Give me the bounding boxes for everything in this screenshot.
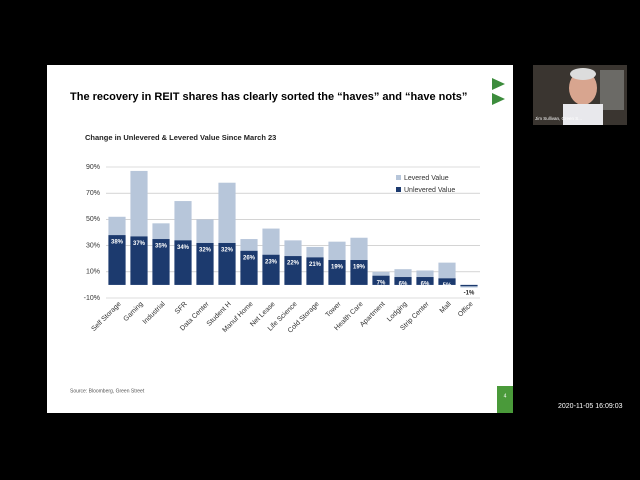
data-label: 26% [243, 255, 256, 261]
bar [284, 256, 302, 285]
y-tick-label: 90% [86, 164, 100, 171]
bar [394, 277, 412, 285]
bar [130, 236, 148, 285]
data-label: 21% [309, 262, 322, 268]
bar [262, 254, 280, 285]
data-label: 19% [331, 265, 344, 271]
page-number: 4 [504, 393, 507, 399]
logo [492, 93, 505, 105]
data-label: -1% [464, 290, 475, 296]
legend-label: Unlevered Value [404, 187, 455, 194]
y-tick-label: 50% [86, 216, 100, 223]
bar [328, 260, 346, 285]
data-label: 35% [155, 244, 168, 250]
bar [240, 250, 258, 285]
bar [196, 242, 214, 285]
data-label: 6% [421, 282, 430, 288]
participant-name: Jim Sullivan, Green S... [535, 116, 582, 121]
logo [492, 78, 505, 90]
data-label: 34% [177, 245, 190, 251]
data-label: 32% [199, 248, 212, 254]
video-window [600, 70, 624, 110]
legend-swatch [396, 187, 401, 192]
legend-swatch [396, 175, 401, 180]
data-label: 22% [287, 261, 300, 267]
bar [416, 277, 434, 285]
bar [306, 257, 324, 285]
timestamp: 2020-11-05 16:09:03 [558, 403, 623, 410]
data-label: 19% [353, 265, 366, 271]
y-tick-label: 70% [86, 190, 100, 197]
bar [372, 275, 390, 285]
data-label: 6% [399, 282, 408, 288]
source: Source: Bloomberg, Green Street [70, 388, 145, 394]
slide-title: The recovery in REIT shares has clearly … [70, 91, 467, 103]
y-tick-label: -10% [84, 295, 100, 302]
data-label: 23% [265, 259, 278, 265]
chart: -10% 10% 30% 50% 70% 90% 38% 37% 35% 34% 32% 32% 26%… [84, 164, 480, 335]
data-label: 5% [443, 283, 452, 289]
video-person [569, 71, 597, 105]
data-label: 38% [111, 240, 124, 246]
data-label: 7% [377, 280, 386, 286]
chart-title: Change in Unlevered & Levered Value Sinc… [85, 133, 276, 142]
bar [108, 235, 126, 285]
video-person [563, 104, 603, 125]
bar [460, 284, 478, 287]
legend-label: Levered Value [404, 175, 449, 182]
video-person [570, 68, 596, 80]
bar [152, 239, 170, 285]
y-tick-label: 30% [86, 242, 100, 249]
data-label: 32% [221, 248, 234, 254]
data-label: 37% [133, 241, 146, 247]
y-tick-label: 10% [86, 269, 100, 276]
bar [218, 242, 236, 285]
bar [438, 278, 456, 285]
bar [174, 240, 192, 285]
page-number-box [497, 386, 513, 413]
bar [350, 260, 368, 285]
